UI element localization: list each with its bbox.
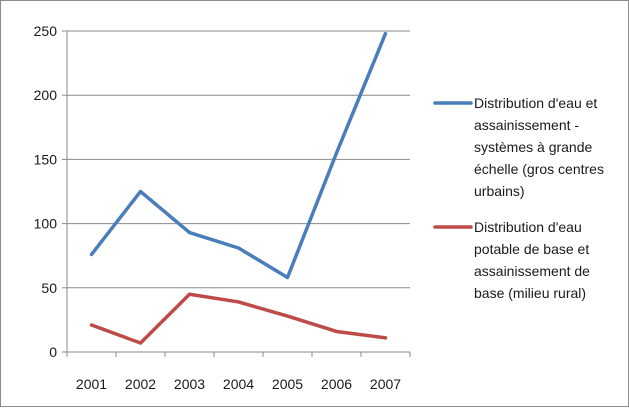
legend-label-1: assainissement - <box>474 117 579 133</box>
data-point <box>188 231 191 235</box>
y-tick-labels: 0 50 100 150 200 250 <box>34 23 58 360</box>
legend-label-1: urbains) <box>474 183 525 199</box>
legend-label-2: base (milieu rural) <box>474 285 586 301</box>
legend-label-1: échelle (gros centres <box>474 161 604 177</box>
x-tick-label: 2002 <box>125 376 156 392</box>
legend-label-2: assainissement de <box>474 263 590 279</box>
legend-label-2: Distribution d'eau <box>474 219 582 235</box>
data-point <box>139 190 142 193</box>
x-tick-label: 2005 <box>272 376 303 392</box>
x-tick-label: 2001 <box>76 376 107 392</box>
data-point <box>335 329 338 333</box>
y-tick-label: 250 <box>34 23 58 39</box>
data-point <box>384 336 387 340</box>
y-tick-label: 0 <box>49 344 57 360</box>
legend-label-1: Distribution d'eau et <box>474 95 597 111</box>
data-point <box>237 246 240 250</box>
legend: Distribution d'eau et assainissement - sys… <box>433 95 604 301</box>
y-tick-label: 200 <box>34 87 58 103</box>
series-line-1 <box>89 31 388 280</box>
gridlines <box>67 30 410 289</box>
data-point <box>384 32 387 36</box>
x-tick-label: 2004 <box>223 376 254 392</box>
data-point <box>188 292 191 296</box>
axes <box>62 30 411 357</box>
y-tick-label: 150 <box>34 151 58 167</box>
y-tick-label: 100 <box>34 216 58 232</box>
data-point <box>286 276 289 280</box>
legend-label-2: potable de base et <box>474 241 589 257</box>
y-tick-label: 50 <box>41 280 57 296</box>
data-point <box>237 300 240 304</box>
x-tick-labels: 2001 2002 2003 2004 2005 2006 2007 <box>76 376 401 392</box>
data-point <box>335 151 338 155</box>
legend-label-1: systèmes à grande <box>474 139 592 155</box>
data-point <box>90 252 93 256</box>
data-point <box>286 314 289 318</box>
data-point <box>90 323 93 327</box>
series-lines <box>89 31 388 345</box>
data-point <box>139 341 142 345</box>
x-tick-label: 2007 <box>370 376 401 392</box>
x-tick-label: 2006 <box>321 376 352 392</box>
x-tick-label: 2003 <box>174 376 205 392</box>
